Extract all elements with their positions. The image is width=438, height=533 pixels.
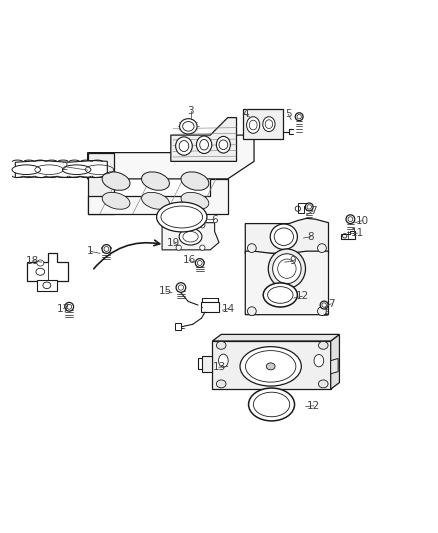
Ellipse shape (102, 172, 130, 190)
Ellipse shape (216, 136, 230, 153)
Ellipse shape (181, 192, 209, 209)
Ellipse shape (176, 223, 181, 228)
Ellipse shape (65, 302, 74, 311)
Polygon shape (171, 118, 237, 161)
Ellipse shape (200, 245, 205, 251)
Text: 11: 11 (351, 228, 364, 238)
Ellipse shape (346, 215, 355, 223)
Text: 10: 10 (356, 215, 369, 225)
Ellipse shape (196, 136, 212, 154)
Text: 2: 2 (61, 161, 68, 172)
Ellipse shape (156, 202, 207, 232)
Ellipse shape (180, 119, 197, 134)
Ellipse shape (102, 245, 111, 253)
Ellipse shape (62, 165, 91, 174)
Text: 9: 9 (289, 256, 296, 266)
Polygon shape (15, 160, 107, 177)
Text: 12: 12 (296, 291, 309, 301)
Ellipse shape (43, 282, 51, 288)
Text: 4: 4 (242, 109, 249, 119)
Ellipse shape (263, 283, 297, 307)
Polygon shape (162, 223, 219, 250)
Ellipse shape (320, 301, 328, 309)
Ellipse shape (266, 363, 275, 370)
Text: 6: 6 (211, 215, 218, 224)
Ellipse shape (318, 307, 326, 316)
Polygon shape (245, 219, 328, 253)
Text: 16: 16 (183, 255, 196, 265)
Text: 7: 7 (328, 298, 335, 309)
Polygon shape (88, 152, 114, 214)
Ellipse shape (270, 224, 297, 249)
Polygon shape (201, 302, 219, 312)
Ellipse shape (263, 117, 275, 132)
Ellipse shape (179, 229, 202, 245)
Text: 18: 18 (26, 256, 39, 266)
Ellipse shape (272, 254, 301, 284)
Polygon shape (298, 204, 307, 213)
Polygon shape (202, 356, 212, 373)
Ellipse shape (102, 192, 130, 209)
Text: 13: 13 (212, 362, 226, 372)
Polygon shape (331, 359, 338, 374)
Ellipse shape (249, 388, 295, 421)
Polygon shape (212, 334, 339, 341)
Text: 8: 8 (307, 232, 314, 242)
Ellipse shape (176, 137, 192, 155)
Polygon shape (37, 280, 57, 290)
Ellipse shape (314, 354, 324, 367)
Ellipse shape (176, 245, 181, 251)
Ellipse shape (268, 249, 305, 288)
Text: 12: 12 (307, 401, 320, 411)
Ellipse shape (195, 259, 204, 268)
Text: 15: 15 (159, 286, 172, 296)
Ellipse shape (318, 342, 328, 349)
Text: 19: 19 (167, 238, 180, 248)
Ellipse shape (295, 113, 303, 120)
Polygon shape (212, 341, 331, 389)
Polygon shape (243, 109, 283, 140)
Text: 5: 5 (285, 109, 292, 119)
Ellipse shape (216, 342, 226, 349)
Polygon shape (27, 253, 68, 280)
Polygon shape (341, 231, 355, 239)
Polygon shape (245, 251, 328, 314)
Ellipse shape (247, 117, 260, 133)
Polygon shape (331, 334, 339, 389)
Text: 1: 1 (86, 246, 93, 256)
Polygon shape (175, 322, 181, 330)
Ellipse shape (176, 282, 186, 292)
Polygon shape (88, 179, 228, 214)
Ellipse shape (181, 172, 209, 190)
Polygon shape (88, 135, 254, 179)
Ellipse shape (305, 203, 313, 211)
Ellipse shape (219, 354, 228, 367)
Ellipse shape (200, 223, 205, 228)
Ellipse shape (36, 268, 45, 275)
Ellipse shape (216, 380, 226, 388)
Ellipse shape (141, 192, 170, 209)
Text: 7: 7 (310, 206, 317, 216)
Ellipse shape (141, 172, 170, 190)
Ellipse shape (247, 244, 256, 253)
Ellipse shape (318, 244, 326, 253)
Ellipse shape (12, 165, 40, 174)
Text: 3: 3 (187, 106, 194, 116)
Ellipse shape (247, 307, 256, 316)
Text: 17: 17 (57, 304, 70, 313)
Text: 14: 14 (222, 304, 235, 313)
Ellipse shape (240, 346, 301, 386)
Ellipse shape (161, 206, 202, 228)
Ellipse shape (37, 260, 44, 266)
Ellipse shape (318, 380, 328, 388)
